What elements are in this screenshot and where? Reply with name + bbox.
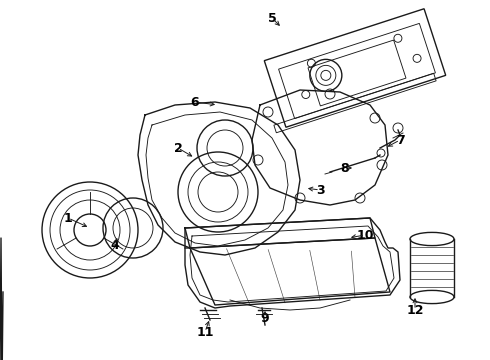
Text: 1: 1 [64, 212, 73, 225]
Text: 12: 12 [406, 303, 424, 316]
Text: 9: 9 [261, 311, 270, 324]
Text: 10: 10 [356, 229, 374, 242]
Text: 6: 6 [191, 95, 199, 108]
Text: 8: 8 [341, 162, 349, 175]
Text: 4: 4 [111, 239, 120, 252]
Text: 2: 2 [173, 141, 182, 154]
Text: 3: 3 [316, 184, 324, 197]
Text: 11: 11 [196, 325, 214, 338]
Text: 7: 7 [395, 134, 404, 147]
Text: 5: 5 [268, 12, 276, 24]
